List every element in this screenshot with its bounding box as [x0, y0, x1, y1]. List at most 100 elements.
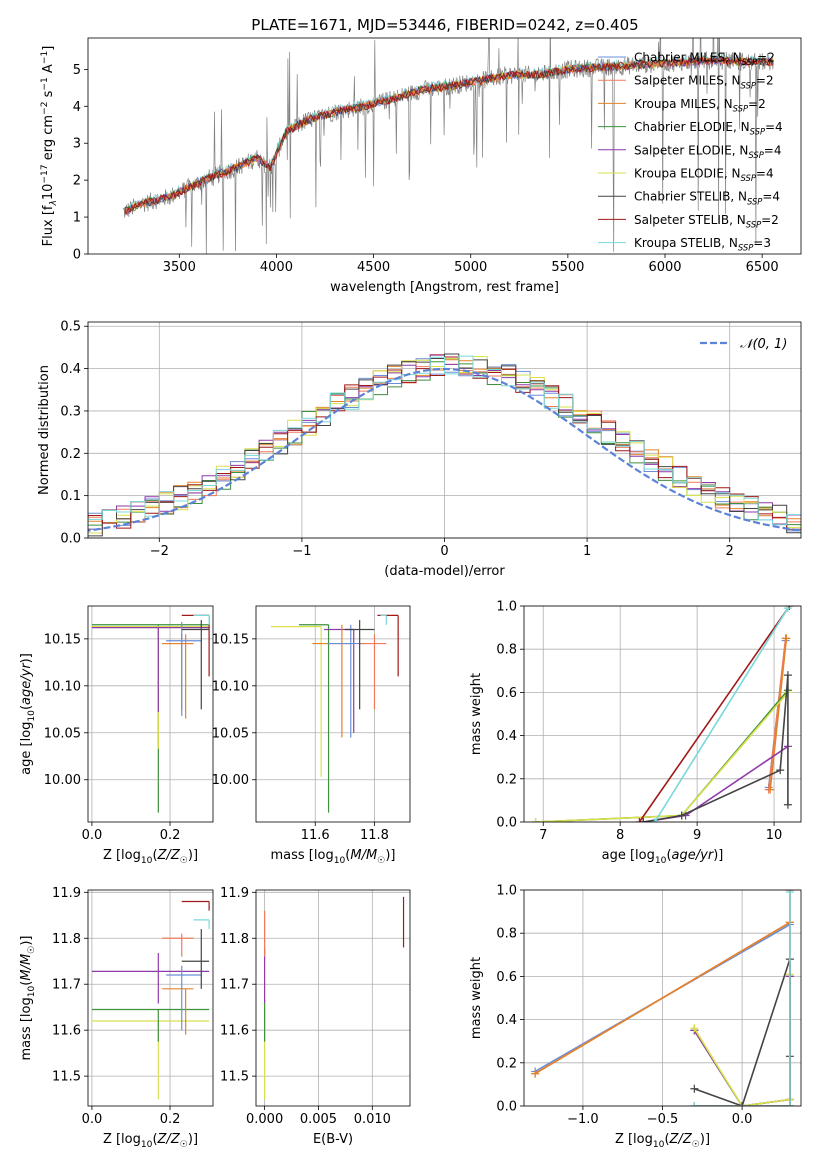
mass-weight-vs-Z-plot-area: [531, 890, 794, 1106]
mass-weight-vs-Z-ylabel: mass weight: [469, 957, 484, 1039]
spectrum-xtick-label: 3500: [163, 260, 196, 275]
age-vs-mass-xlabel-part: mass [log: [271, 848, 334, 863]
mass-weight-vs-Z-xtick-label: −0.5: [647, 1112, 679, 1127]
mass-weight-vs-age-xtick-label: 8: [616, 828, 624, 843]
mass-weight-vs-age-plot-area: [531, 606, 794, 822]
mass-vs-ebv-ytick-label: 11.8: [220, 932, 249, 947]
residual-legend-label: 𝒩(0, 1): [740, 337, 787, 352]
spectrum-ytick-label: 3: [73, 137, 81, 152]
mass-vs-Z-grid: [88, 890, 213, 1106]
mass-vs-Z-ylabel-part: 10: [27, 986, 37, 998]
mass-weight-vs-age-xlabel-part: 10: [655, 856, 667, 866]
residual-histogram: [88, 355, 801, 538]
spectrum-ylabel-part: −2: [40, 102, 50, 115]
spectrum-legend-label: Kroupa ELODIE, NSSP=4: [634, 167, 774, 184]
weight-marker: [766, 785, 775, 794]
weight-marker: [783, 800, 792, 809]
residuals-xtick-label: 2: [726, 544, 734, 559]
mass-weight-vs-Z-frame: [523, 889, 802, 1107]
spectrum-legend-label-part: SSP: [738, 243, 754, 253]
spectrum-ylabel-part: λ: [49, 200, 59, 206]
residual-legend: 𝒩(0, 1): [700, 337, 787, 352]
mass-weight-vs-Z-xlabel: Z [log10(Z/Z☉)]: [615, 1132, 710, 1150]
spectrum-legend-label-part: Kroupa ELODIE, N: [634, 167, 741, 181]
weight-line: [534, 921, 791, 1075]
age-vs-Z-ytick-label: 10.05: [44, 726, 81, 741]
age-vs-Z-ylabel-part: age/yr: [19, 662, 34, 705]
spectrum-legend-label: Salpeter STELIB, NSSP=2: [634, 213, 779, 230]
weight-marker: [690, 1084, 699, 1093]
age-vs-mass-ytick-label: 10.00: [212, 773, 249, 788]
spectrum-legend-label-part: Kroupa STELIB, N: [634, 236, 738, 250]
age-vs-mass-frame: [255, 605, 411, 823]
age-vs-mass-xlabel-part: 10: [334, 856, 346, 866]
spectrum-model-line: [124, 55, 774, 215]
age-vs-mass-xlabel: mass [log10(M/M☉)]: [271, 848, 396, 866]
mass-vs-Z-xlabel-part: ☉: [180, 1140, 188, 1150]
mass-vs-Z-ytick-label: 11.9: [52, 886, 81, 901]
age-vs-Z-xlabel-part: ☉: [180, 856, 188, 866]
mass-vs-Z-ylabel-part: ☉: [27, 946, 37, 954]
residuals-ytick-label: 0.2: [60, 447, 81, 462]
mass-vs-ebv-xtick-label: 0.000: [246, 1112, 283, 1127]
age-vs-Z-xlabel: Z [log10(Z/Z☉)]: [103, 848, 198, 866]
age-vs-mass-xlabel-part: (: [345, 848, 350, 863]
spectrum-legend-label-part: =2: [748, 97, 766, 111]
spectrum-legend-label-part: =4: [762, 190, 780, 204]
spectrum-xtick-label: 6000: [648, 260, 681, 275]
spectrum-xtick-label: 4000: [260, 260, 293, 275]
spectrum-legend-label-part: SSP: [742, 57, 758, 67]
weight-marker: [783, 671, 792, 680]
residuals-axis-group: −2 −1 0 1 2 0.0 0.1 0.2 0.3 0.4 0.5 (data-model)/er…: [37, 320, 802, 579]
residuals-xlabel: (data-model)/error: [384, 564, 505, 579]
spectrum-xlabel-part: wavelength [Angstrom, rest frame]: [330, 280, 559, 295]
mass-weight-vs-age-xlabel-part: )]: [713, 848, 723, 863]
spectrum-ylabel-part: −1: [40, 51, 50, 64]
weight-marker: [650, 818, 659, 822]
spectrum-legend-label-part: SSP: [746, 220, 762, 230]
mass-vs-ebv-ytick-label: 11.7: [220, 978, 249, 993]
mass-vs-ebv-frame: [255, 889, 411, 1107]
mass-weight-vs-Z-xlabel-part: 10: [653, 1140, 665, 1150]
spectrum-ytick-label: 0: [73, 248, 81, 263]
spectrum-legend-label-part: =2: [756, 74, 774, 88]
age-vs-Z-xlabel-part: (: [152, 848, 157, 863]
age-vs-mass-axes: 11.6 11.8 10.00 10.05 10.10 10.15 mass [log10(…: [212, 605, 411, 866]
spectrum-legend-label-part: Chabrier ELODIE, N: [634, 120, 750, 134]
mass-vs-ebv-xtick-label: 0.005: [300, 1112, 337, 1127]
spectrum-data-line: [122, 38, 774, 254]
mass-vs-ebv-xlabel-part: E(B-V): [313, 1132, 353, 1147]
spectrum-legend-label-part: SSP: [741, 173, 757, 183]
mass-vs-ebv-ytick-label: 11.6: [220, 1024, 249, 1039]
spectrum-legend-label-part: SSP: [741, 80, 757, 90]
weight-marker: [690, 1024, 699, 1033]
weight-line: [694, 892, 791, 1106]
age-vs-Z-ylabel: age [log10(age/yr)]: [19, 653, 37, 775]
spectrum-plot-area: [122, 38, 774, 254]
age-vs-Z-ytick-label: 10.15: [44, 632, 81, 647]
weight-marker: [782, 634, 791, 643]
mass-weight-vs-age-xlabel-part: age [log: [602, 848, 655, 863]
spectrum-ytick-label: 5: [73, 63, 81, 78]
mass-weight-vs-age-ytick-label: 0.0: [496, 816, 517, 831]
age-vs-mass-xtick-label: 11.8: [360, 828, 389, 843]
spectrum-ylabel-part: Flux [f: [41, 205, 56, 246]
mass-weight-vs-age-frame: [523, 605, 802, 823]
mass-weight-vs-age-ytick-label: 0.8: [496, 643, 517, 658]
weight-marker: [690, 1102, 699, 1106]
residuals-ylabel: Normed distribution: [37, 365, 52, 495]
mass-vs-Z-xlabel-part: )]: [188, 1132, 198, 1147]
spectrum-ylabel: Flux [fλ10−17 erg cm−2 s−1 A−1]: [40, 46, 59, 247]
mass-weight-vs-Z-xtick-label: −1.0: [567, 1112, 599, 1127]
age-vs-Z-xlabel-part: Z [log: [103, 848, 141, 863]
spectrum-legend-label: Kroupa MILES, NSSP=2: [634, 97, 766, 114]
mass-weight-vs-Z-xlabel-part: (: [664, 1132, 669, 1147]
spectrum-legend-label-part: =4: [764, 143, 782, 157]
age-vs-Z-xtick-label: 0.2: [160, 828, 181, 843]
spectrum-legend-label-part: =3: [753, 236, 771, 250]
spectrum-legend-label: Chabrier ELODIE, NSSP=4: [634, 120, 783, 137]
mass-vs-Z-ytick-label: 11.6: [52, 1024, 81, 1039]
mass-vs-Z-axes: 0.0 0.211.511.611.711.811.9Z [log10(Z/Z☉)…: [19, 886, 214, 1150]
